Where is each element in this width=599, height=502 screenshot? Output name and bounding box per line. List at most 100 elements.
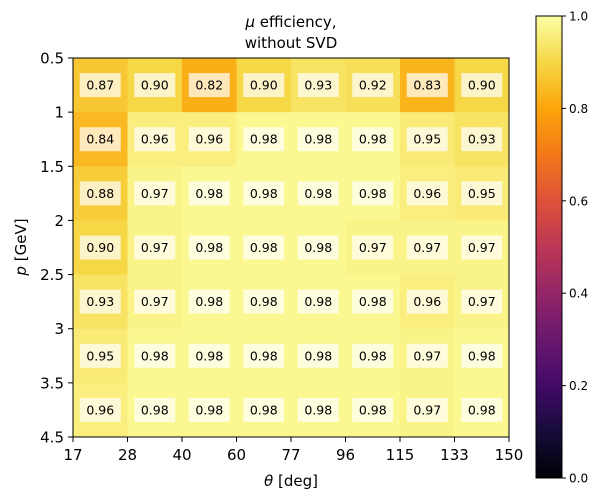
heatmap-cell-labels: 0.87 0.90 0.82 0.90 0.93 0.92 0.83 0.90 0.84 0.96…: [79, 73, 503, 422]
cell-value-label: 0.98: [304, 348, 332, 363]
cell-value-label: 0.98: [359, 294, 387, 309]
x-tick-label: 96: [336, 446, 355, 464]
colorbar-tick-label: 0.8: [569, 102, 588, 116]
cell-label-box: [461, 73, 503, 98]
cell-label-box: [134, 343, 176, 368]
cell-label-box: [352, 397, 394, 422]
y-axis-label-symbol: p: [12, 266, 30, 277]
cell-value-label: 0.93: [468, 132, 496, 147]
x-axis-label-symbol: θ: [264, 472, 273, 490]
cell-label-box: [352, 181, 394, 206]
x-tick-label: 60: [227, 446, 246, 464]
x-axis-label-unit: [deg]: [273, 472, 318, 490]
cell-value-label: 0.98: [359, 348, 387, 363]
cell-value-label: 0.92: [359, 78, 387, 93]
cell-value-label: 0.95: [468, 186, 496, 201]
cell-value-label: 0.93: [304, 78, 332, 93]
cell-value-label: 0.97: [413, 348, 441, 363]
y-tick-label: 3: [54, 320, 64, 338]
title-symbol: μ: [244, 13, 255, 31]
colorbar-tick-label: 0.4: [569, 287, 588, 301]
cell-value-label: 0.93: [86, 294, 114, 309]
cell-label-box: [188, 343, 230, 368]
cell-label-box: [297, 343, 339, 368]
x-tick-label: 115: [386, 446, 415, 464]
cell-value-label: 0.98: [304, 186, 332, 201]
y-axis: 0.5 1 1.5 2 2.5 3 3.5 4.5: [40, 50, 73, 447]
x-tick-label: 150: [495, 446, 524, 464]
cell-value-label: 0.98: [359, 132, 387, 147]
cell-value-label: 0.98: [468, 348, 496, 363]
y-tick-label: 1.5: [40, 158, 64, 176]
chart-title-line2: without SVD: [245, 34, 338, 52]
colorbar: 0.0 0.2 0.4 0.6 0.8 1.0: [535, 10, 588, 486]
cell-value-label: 0.90: [250, 78, 278, 93]
cell-value-label: 0.98: [304, 402, 332, 417]
cell-value-label: 0.97: [141, 240, 169, 255]
cell-label-box: [406, 343, 448, 368]
x-tick-label: 77: [281, 446, 300, 464]
cell-label-box: [188, 235, 230, 260]
cell-value-label: 0.90: [86, 240, 114, 255]
cell-label-box: [79, 235, 121, 260]
y-tick-label: 1: [54, 104, 64, 122]
cell-value-label: 0.95: [413, 132, 441, 147]
cell-label-box: [297, 73, 339, 98]
cell-label-box: [79, 343, 121, 368]
x-tick-label: 17: [63, 446, 82, 464]
cell-value-label: 0.96: [195, 132, 223, 147]
cell-label-box: [134, 289, 176, 314]
cell-label-box: [243, 235, 285, 260]
cell-value-label: 0.87: [86, 78, 114, 93]
cell-value-label: 0.97: [468, 240, 496, 255]
cell-value-label: 0.98: [141, 402, 169, 417]
cell-value-label: 0.96: [413, 294, 441, 309]
x-tick-label: 133: [440, 446, 469, 464]
cell-label-box: [79, 397, 121, 422]
cell-value-label: 0.97: [141, 186, 169, 201]
cell-value-label: 0.88: [86, 186, 114, 201]
cell-value-label: 0.98: [468, 402, 496, 417]
cell-label-box: [461, 127, 503, 152]
cell-value-label: 0.82: [195, 78, 223, 93]
cell-label-box: [134, 235, 176, 260]
cell-label-box: [406, 289, 448, 314]
cell-label-box: [461, 343, 503, 368]
cell-value-label: 0.97: [413, 402, 441, 417]
cell-label-box: [134, 127, 176, 152]
cell-label-box: [461, 235, 503, 260]
y-tick-label: 3.5: [40, 374, 64, 392]
cell-label-box: [188, 181, 230, 206]
cell-label-box: [79, 181, 121, 206]
cell-value-label: 0.90: [468, 78, 496, 93]
cell-label-box: [297, 289, 339, 314]
cell-value-label: 0.98: [304, 132, 332, 147]
cell-value-label: 0.83: [413, 78, 441, 93]
colorbar-tick-label: 1.0: [569, 10, 588, 24]
cell-value-label: 0.96: [141, 132, 169, 147]
cell-label-box: [243, 289, 285, 314]
cell-value-label: 0.95: [86, 348, 114, 363]
cell-value-label: 0.97: [141, 294, 169, 309]
cell-value-label: 0.97: [468, 294, 496, 309]
cell-label-box: [406, 397, 448, 422]
cell-value-label: 0.97: [413, 240, 441, 255]
cell-value-label: 0.98: [195, 294, 223, 309]
cell-value-label: 0.98: [195, 186, 223, 201]
y-tick-label: 2: [54, 212, 64, 230]
cell-value-label: 0.98: [250, 240, 278, 255]
cell-value-label: 0.84: [86, 132, 114, 147]
cell-value-label: 0.98: [195, 402, 223, 417]
cell-value-label: 0.98: [250, 348, 278, 363]
cell-label-box: [352, 343, 394, 368]
cell-label-box: [188, 289, 230, 314]
cell-label-box: [243, 343, 285, 368]
title-suffix: efficiency,: [255, 13, 337, 31]
cell-value-label: 0.97: [359, 240, 387, 255]
cell-value-label: 0.98: [304, 294, 332, 309]
cell-label-box: [79, 73, 121, 98]
cell-value-label: 0.98: [250, 186, 278, 201]
cell-label-box: [79, 289, 121, 314]
